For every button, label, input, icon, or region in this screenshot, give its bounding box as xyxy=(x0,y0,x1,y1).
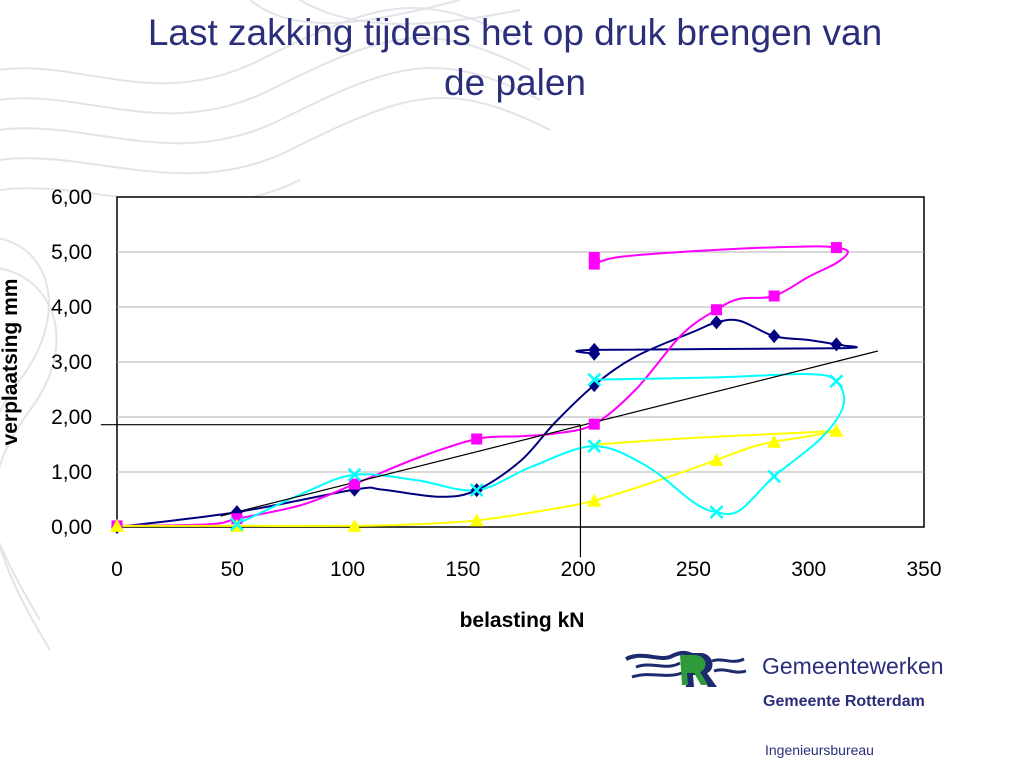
data-point-x xyxy=(230,517,244,532)
x-tick-label: 200 xyxy=(561,558,596,581)
data-point-triangle xyxy=(709,452,724,466)
data-point-triangle xyxy=(767,434,782,448)
data-point-square xyxy=(830,242,842,254)
reference-line xyxy=(220,350,879,517)
brand-subtitle: Gemeente Rotterdam xyxy=(763,693,925,710)
series-markers xyxy=(110,242,844,534)
data-point-triangle xyxy=(829,423,844,437)
data-point-triangle xyxy=(469,513,484,527)
y-axis-label: verplaatsing mm xyxy=(0,279,22,446)
series-line xyxy=(116,245,849,527)
slide-title-line-1: Last zakking tijdens het op druk brengen… xyxy=(147,12,883,53)
data-point-diamond xyxy=(710,315,723,330)
slide-title: Last zakking tijdens het op druk brengen… xyxy=(40,8,990,108)
data-point-square xyxy=(231,513,243,525)
y-tick-label: 3,00 xyxy=(51,351,92,374)
data-point-square xyxy=(768,290,780,302)
x-axis-label: belasting kN xyxy=(460,609,585,632)
y-tick-label: 6,00 xyxy=(51,186,92,209)
rotterdam-r-logo-icon xyxy=(625,650,747,687)
data-point-square xyxy=(588,418,600,430)
y-tick-label: 0,00 xyxy=(51,516,92,539)
data-point-triangle xyxy=(587,493,602,507)
y-tick-label: 5,00 xyxy=(51,241,92,264)
x-tick-label: 100 xyxy=(330,558,365,581)
grid-lines xyxy=(117,251,924,473)
brand-name: Gemeentewerken xyxy=(762,653,944,679)
series-line xyxy=(236,373,846,526)
y-tick-label: 2,00 xyxy=(51,406,92,429)
x-tick-label: 350 xyxy=(906,558,941,581)
gemeentewerken-logo: Gemeentewerken Gemeente Rotterdam Ingeni… xyxy=(622,645,1012,760)
data-point-diamond xyxy=(768,329,781,344)
data-point-x xyxy=(347,467,362,482)
data-point-triangle xyxy=(110,518,124,532)
data-point-square xyxy=(710,304,722,316)
data-point-square xyxy=(588,258,600,270)
data-point-square xyxy=(348,478,360,490)
data-point-square xyxy=(471,433,483,445)
data-point-triangle xyxy=(347,518,362,532)
data-point-x xyxy=(587,439,602,454)
data-point-x xyxy=(587,372,602,387)
data-point-diamond xyxy=(830,337,843,352)
x-tick-label: 150 xyxy=(445,558,480,581)
x-tick-label: 50 xyxy=(221,558,244,581)
brand-department: Ingenieursbureau xyxy=(765,742,874,758)
series-line xyxy=(116,318,858,528)
x-tick-label: 250 xyxy=(676,558,711,581)
data-point-x xyxy=(829,374,844,389)
data-point-square xyxy=(588,252,600,263)
data-point-diamond xyxy=(588,342,601,357)
x-axis-ticks: 0 50 100 150 200 250 300 350 xyxy=(111,558,941,581)
data-point-x xyxy=(767,469,782,484)
x-tick-label: 0 xyxy=(111,558,123,581)
x-tick-label: 300 xyxy=(791,558,826,581)
reference-lines xyxy=(100,350,879,558)
y-tick-label: 4,00 xyxy=(51,296,92,319)
y-tick-label: 1,00 xyxy=(51,461,92,484)
data-point-x xyxy=(709,505,724,520)
slide-title-line-2: de palen xyxy=(444,62,586,103)
y-axis-ticks: 0,00 1,00 2,00 3,00 4,00 5,00 6,00 xyxy=(51,186,92,539)
data-point-x xyxy=(469,483,484,498)
